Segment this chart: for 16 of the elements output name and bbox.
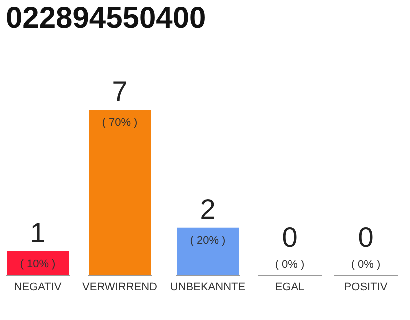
chart-title: 022894550400 [6, 2, 206, 35]
annotation: 7 [112, 76, 128, 107]
x-tick-label: EGAL [275, 282, 305, 294]
x-tick-label: UNBEKANNTE [170, 282, 246, 294]
annotation: 2 [200, 194, 216, 225]
x-tick-label: VERWIRREND [82, 282, 158, 294]
annotation: 0 [358, 222, 374, 253]
data-label: ( 70% ) [102, 117, 138, 129]
x-tick-label: POSITIV [344, 282, 388, 294]
data-label: ( 20% ) [190, 234, 226, 247]
data-label: ( 0% ) [275, 259, 305, 271]
annotation: 1 [30, 217, 46, 248]
annotation: 0 [282, 222, 298, 253]
data-label: ( 10% ) [20, 258, 56, 270]
x-tick-label: NEGATIV [14, 282, 62, 294]
data-label: ( 0% ) [351, 259, 381, 271]
